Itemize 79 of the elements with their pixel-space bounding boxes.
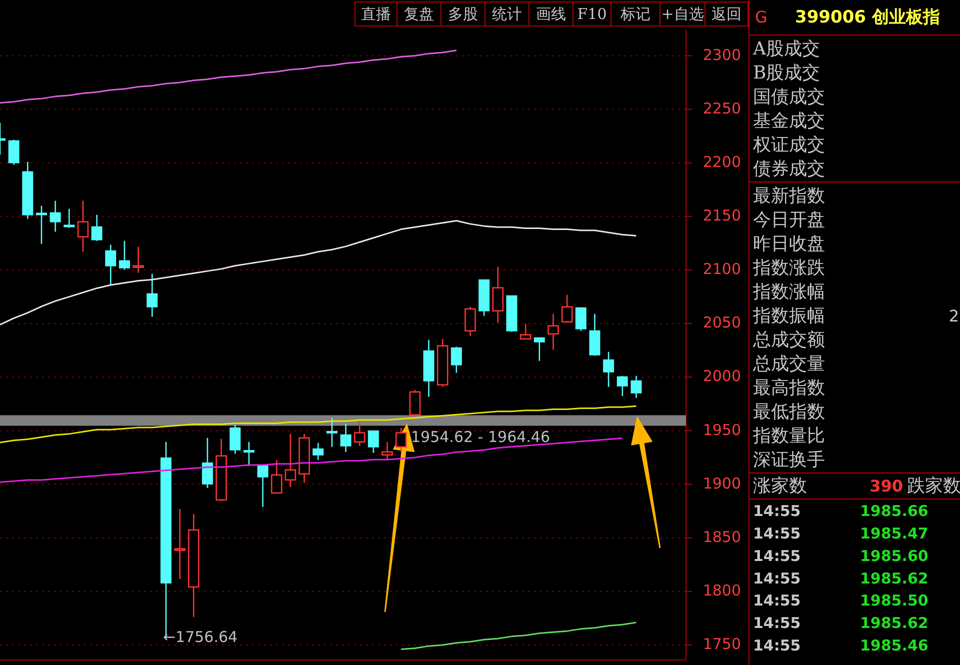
candlestick [146,273,158,318]
candlestick [492,266,504,324]
text: 最低指数 [753,402,825,423]
candlestick [312,442,324,461]
text: 基金成交 [753,110,825,132]
y-tick-label: 2200 [702,152,741,171]
text: 14:55 [753,502,801,520]
text: +自选 [661,4,704,23]
candlestick [105,244,116,286]
candlestick [77,200,89,252]
line-series [400,622,637,650]
text: 14:55 [753,546,801,565]
y-tick-label: 2100 [702,260,741,278]
text: 统计 [492,4,522,23]
text: 直播 [361,4,391,23]
candlestick [188,513,200,618]
text: 今日开盘 [753,210,825,231]
text: 1985.66 [860,502,928,520]
y-tick-label: 1800 [702,582,741,600]
band-label: 1954.62 - 1964.46 [411,428,550,446]
y-tick-label: 1900 [702,474,741,492]
text: 涨家数 [753,476,807,497]
text: 390 [870,476,903,496]
candlestick [326,417,338,448]
text: 399006 创业板指 [795,8,940,28]
text: 指数涨幅 [752,282,825,303]
y-tick-label: 2150 [702,206,741,225]
candlestick [22,161,34,220]
candlestick [423,339,434,398]
text: 指数振幅 [752,306,825,327]
text: G [755,7,768,26]
text: 14:55 [753,524,801,543]
text: 14:55 [753,569,801,588]
text: 1985.46 [860,636,928,655]
text: 最高指数 [753,378,825,399]
y-tick-label: 2250 [702,99,741,118]
text: 14:55 [753,636,801,655]
text: 1985.62 [860,569,928,588]
text: 最新指数 [753,186,825,207]
text: 复盘 [404,4,434,23]
candlestick [230,424,241,455]
text: 2 [948,306,959,326]
candlestick [50,200,61,232]
text: 1985.60 [860,546,928,565]
text: 14:55 [753,592,801,610]
candlestick [340,423,352,453]
y-tick-label: 1750 [702,635,741,654]
text: 国债成交 [753,86,825,108]
text: 1985.62 [860,614,928,632]
text: 昨日收盘 [753,234,825,255]
text: A股成交 [752,38,820,60]
y-tick-label: 1850 [702,528,741,546]
line-series [0,220,637,326]
text: 多股 [448,4,478,23]
text: 1985.47 [860,524,928,543]
candlestick [174,508,186,580]
y-tick-label: 2300 [702,46,741,64]
text: 债券成交 [753,158,825,180]
text: 标记 [620,4,650,23]
text: 指数涨跌 [752,258,825,279]
line-series [0,50,458,104]
candlestick [630,375,642,399]
text: B股成交 [753,62,820,84]
y-tick-label: 2050 [702,314,741,332]
text: 总成交额 [752,330,825,351]
text: 总成交量 [752,354,825,375]
text: 权证成交 [752,134,825,156]
text: 指数量比 [752,426,825,447]
line-series [0,405,637,444]
annotation: ←1756.64 [162,628,238,646]
text: 14:55 [753,614,801,632]
y-tick-label: 1950 [702,420,741,439]
text: 画线 [536,4,566,23]
y-tick-label: 2000 [702,367,741,386]
text: 深证换手 [753,450,825,471]
text: 1985.50 [860,592,928,610]
text: F10 [577,4,607,23]
candlestick [548,313,559,350]
text: 返回 [712,4,742,23]
